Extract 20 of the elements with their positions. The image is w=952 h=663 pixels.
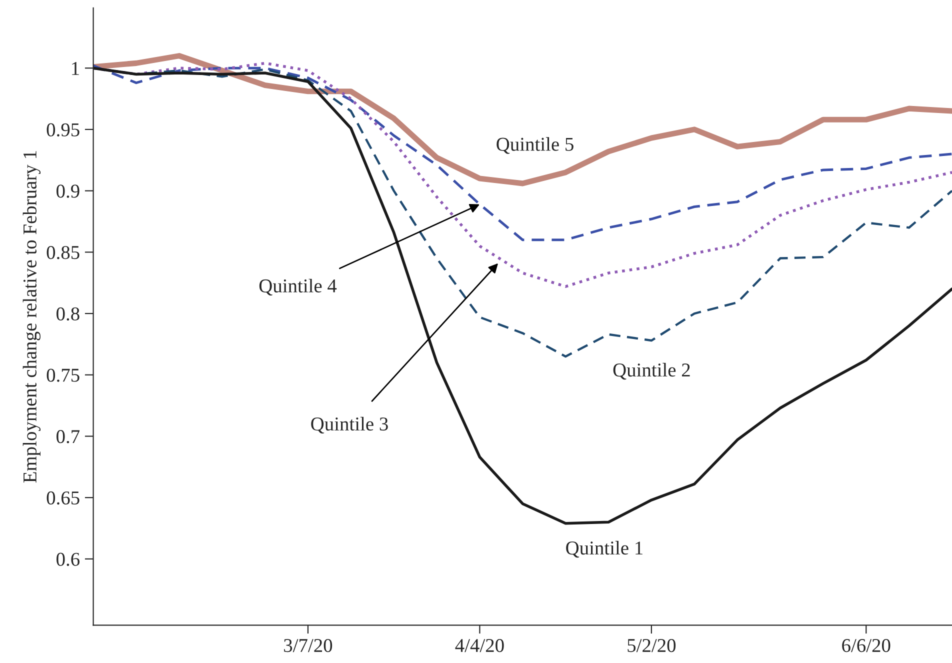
- y-tick-label: 1: [72, 62, 79, 75]
- y-tick-label: 0.75: [46, 368, 80, 382]
- annotation: Quintile 4: [259, 278, 337, 296]
- x-tick-label: 5/2/20: [628, 638, 676, 652]
- y-tick-label: 0.7: [56, 430, 80, 444]
- y-tick-label: 0.65: [46, 491, 80, 505]
- x-tick-label: 4/4/20: [455, 638, 504, 652]
- y-tick-label: 0.85: [46, 246, 80, 260]
- annotation: Quintile 2: [613, 362, 690, 380]
- y-axis-title: Employment change relative to February 1: [22, 151, 41, 483]
- x-tick-label: 6/6/20: [842, 638, 890, 652]
- x-tick-label: 3/7/20: [284, 638, 332, 652]
- y-tick-label: 0.6: [56, 552, 80, 566]
- y-tick-label: 0.8: [56, 307, 80, 321]
- y-tick-label: 0.95: [46, 123, 80, 136]
- y-tick-label: 0.9: [56, 184, 80, 198]
- annotation: Quintile 1: [566, 540, 642, 558]
- annotation: Quintile 5: [496, 137, 574, 154]
- line-series: [93, 64, 952, 242]
- annotation: Quintile 3: [311, 416, 388, 434]
